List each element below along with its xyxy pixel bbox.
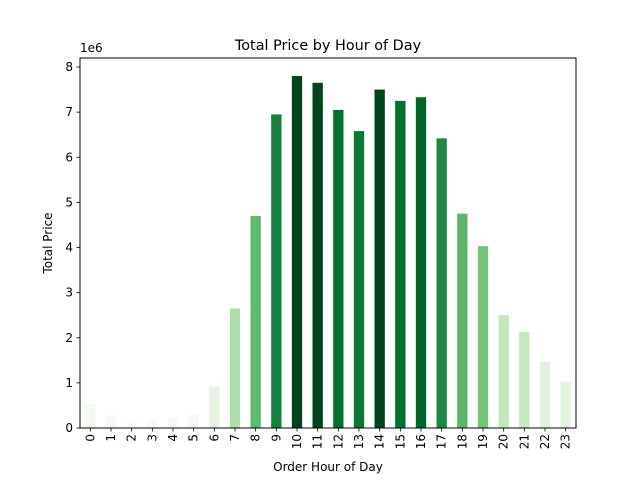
- y-tick-label: 4: [65, 241, 73, 255]
- x-tick-label: 0: [83, 434, 97, 442]
- x-tick-label: 8: [249, 434, 263, 442]
- x-tick-label: 7: [228, 434, 242, 442]
- bar-hour-21: [519, 331, 530, 428]
- bar-hour-16: [415, 97, 427, 428]
- bar-hour-14: [374, 89, 385, 428]
- bar-hour-6: [209, 386, 220, 428]
- bar-hour-11: [312, 82, 323, 428]
- x-tick-label: 11: [311, 434, 325, 449]
- bar-hour-10: [291, 76, 303, 429]
- x-tick-label: 20: [497, 434, 511, 449]
- x-tick-label: 3: [145, 434, 159, 442]
- x-tick-label: 17: [435, 434, 449, 449]
- bar-hour-2: [126, 421, 137, 428]
- bars-group: [85, 76, 571, 429]
- y-tick-label: 0: [65, 421, 73, 435]
- x-tick-label: 19: [476, 434, 490, 449]
- y-tick-label: 8: [65, 60, 73, 74]
- x-tick-label: 5: [187, 434, 201, 442]
- bar-hour-12: [333, 109, 344, 428]
- x-tick-label: 14: [373, 434, 387, 449]
- y-tick-label: 2: [65, 331, 73, 345]
- bar-hour-7: [229, 308, 241, 428]
- x-tick-label: 23: [559, 434, 573, 449]
- bar-hour-19: [477, 246, 489, 428]
- y-tick-label: 1: [65, 376, 73, 390]
- x-tick-label: 10: [290, 434, 304, 449]
- x-tick-label: 18: [455, 434, 469, 449]
- bar-hour-22: [539, 361, 551, 428]
- bar-hour-1: [105, 415, 117, 428]
- bar-hour-4: [167, 417, 179, 428]
- x-tick-label: 13: [352, 434, 366, 449]
- plot-frame: [79, 57, 577, 429]
- y-tick-label: 3: [65, 286, 73, 300]
- y-tick-label: 6: [65, 150, 73, 164]
- bar-hour-0: [85, 404, 96, 428]
- x-tick-label: 2: [125, 434, 139, 442]
- bar-hour-5: [188, 414, 199, 428]
- chart-title: Total Price by Hour of Day: [234, 38, 422, 54]
- bar-hour-8: [250, 215, 261, 428]
- bar-hour-18: [457, 213, 468, 428]
- x-ticks-group: 0 1 2 3 4 5 6 7 8 9 10 11 12 13 14 15 16 17 18 19 20 21 22 23: [83, 428, 573, 449]
- bar-hour-15: [395, 100, 406, 429]
- bar-hour-13: [353, 131, 365, 428]
- bar-hour-9: [271, 114, 282, 429]
- x-tick-label: 12: [331, 434, 345, 449]
- y-tick-label: 5: [65, 195, 73, 209]
- bar-hour-23: [560, 381, 571, 428]
- y-tick-label: 7: [65, 105, 73, 119]
- y-axis-multiplier: 1e6: [80, 41, 103, 55]
- x-tick-label: 4: [166, 434, 180, 442]
- x-tick-label: 6: [207, 434, 221, 442]
- x-tick-label: 1: [104, 434, 118, 442]
- y-ticks-group: 0 1 2 3 4 5 6 7 8: [65, 60, 80, 435]
- x-tick-label: 21: [517, 434, 531, 449]
- bar-hour-3: [147, 418, 158, 428]
- x-tick-label: 9: [269, 434, 283, 442]
- x-axis-label: Order Hour of Day: [273, 460, 383, 474]
- x-tick-label: 15: [393, 434, 407, 449]
- y-axis-label: Total Price: [41, 212, 55, 274]
- x-tick-label: 16: [414, 434, 428, 449]
- bar-hour-17: [436, 138, 447, 428]
- bar-hour-20: [498, 315, 509, 428]
- x-tick-label: 22: [538, 434, 552, 449]
